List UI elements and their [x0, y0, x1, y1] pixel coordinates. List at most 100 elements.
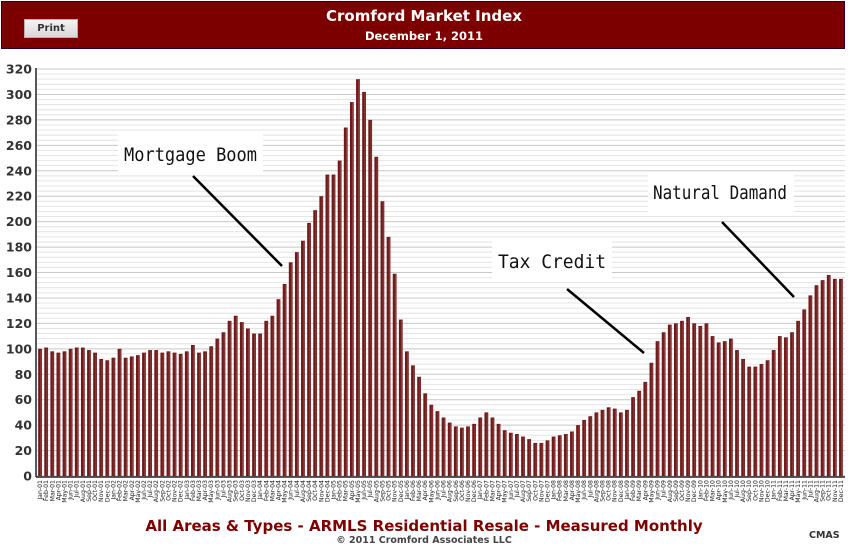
bar: [374, 156, 379, 476]
annotation: Mortgage Boom: [118, 132, 283, 267]
bar: [643, 381, 648, 476]
x-tick-label: Jun-03: [214, 480, 221, 501]
bar: [453, 426, 458, 476]
x-tick-label: Oct-07: [532, 480, 539, 501]
x-tick-label: Mar-02: [123, 480, 130, 501]
bar: [472, 423, 477, 476]
x-tick-label: Sep-05: [379, 480, 386, 502]
annotation: Natural Damand: [648, 172, 795, 298]
bar: [741, 358, 746, 476]
x-tick-label: Sep-07: [526, 480, 533, 502]
bar: [588, 416, 593, 476]
bar: [790, 332, 794, 476]
x-tick-label: Jun-05: [361, 480, 368, 501]
annotation-label: Natural Damand: [653, 182, 787, 204]
x-tick-label: Jan-06: [404, 480, 411, 501]
x-tick-label: Mar-04: [269, 480, 276, 501]
x-tick-label: Sep-06: [453, 480, 460, 502]
x-tick-label: May-03: [208, 480, 215, 503]
x-tick-label: Feb-02: [117, 480, 124, 501]
x-tick-label: Jan-04: [257, 480, 264, 501]
x-axis-ticks: Jan-01 Feb-01 Mar-01 Apr-01 May-01 Jun-01 Jul-…: [37, 480, 845, 503]
x-tick-label: Feb-04: [263, 480, 270, 501]
x-tick-label: Nov-06: [465, 480, 472, 502]
x-tick-label: Jul-04: [294, 480, 301, 499]
chart-title: Cromford Market Index: [326, 7, 522, 25]
bar: [771, 350, 776, 476]
x-tick-label: Apr-07: [496, 480, 503, 500]
bar: [673, 323, 678, 476]
x-tick-label: Oct-03: [239, 480, 246, 501]
x-tick-label: Sep-04: [306, 480, 313, 502]
bar: [563, 434, 568, 476]
x-tick-label: Aug-09: [667, 480, 674, 502]
x-tick-label: Dec-03: [251, 480, 258, 502]
bar: [698, 325, 703, 476]
bar: [233, 315, 238, 476]
bar: [802, 309, 807, 476]
x-tick-label: Jul-01: [74, 480, 81, 499]
x-tick-label: Apr-10: [716, 480, 723, 500]
x-tick-label: Jun-11: [801, 480, 808, 501]
x-tick-label: Apr-06: [422, 480, 429, 500]
bar: [349, 102, 354, 476]
bar: [142, 352, 146, 476]
x-tick-label: Oct-05: [386, 480, 393, 501]
x-tick-label: Nov-07: [538, 480, 545, 502]
x-tick-label: Oct-02: [165, 480, 172, 501]
x-tick-label: Jul-10: [734, 480, 741, 499]
bar: [441, 417, 446, 476]
x-tick-label: Aug-01: [80, 480, 87, 502]
x-tick-label: Apr-04: [275, 480, 282, 500]
bar: [796, 320, 801, 476]
y-tick-label: 160: [6, 265, 32, 280]
x-tick-label: Aug-11: [813, 480, 820, 502]
bar: [203, 351, 208, 476]
bar: [62, 351, 67, 476]
bar: [331, 174, 336, 477]
bar: [313, 210, 318, 476]
bar: [447, 422, 452, 476]
x-tick-label: Sep-10: [746, 480, 753, 502]
header-banner: Print Cromford Market Index December 1, …: [1, 1, 845, 49]
y-tick-label: 260: [6, 138, 32, 153]
x-tick-label: Dec-06: [471, 480, 478, 502]
x-tick-label: May-06: [428, 480, 435, 503]
bar: [478, 417, 483, 476]
bar: [680, 320, 684, 476]
x-tick-label: Apr-11: [789, 480, 796, 500]
annotation-pointer: [566, 288, 645, 354]
x-tick-label: May-11: [795, 480, 802, 503]
x-tick-label: Mar-03: [196, 480, 203, 501]
y-tick-label: 280: [6, 112, 32, 127]
x-tick-label: Oct-06: [459, 480, 466, 501]
x-tick-label: Nov-05: [392, 480, 399, 502]
bar: [527, 439, 532, 476]
x-tick-label: Aug-02: [153, 480, 160, 502]
x-tick-label: Jun-07: [508, 480, 515, 501]
bar: [716, 342, 721, 476]
x-tick-label: Sep-11: [820, 480, 827, 502]
x-tick-label: Jan-03: [184, 480, 191, 501]
x-tick-label: Apr-09: [642, 480, 649, 500]
x-tick-label: Jul-02: [147, 480, 154, 499]
annotation-pointer: [721, 221, 795, 298]
x-tick-label: Jun-09: [655, 480, 662, 501]
bar: [209, 346, 214, 476]
bar: [625, 409, 629, 476]
bar: [655, 341, 660, 476]
print-button[interactable]: Print: [24, 19, 78, 38]
x-tick-label: Aug-05: [373, 480, 380, 502]
bar: [38, 348, 42, 476]
x-tick-label: May-07: [502, 480, 509, 503]
x-tick-label: Dec-07: [544, 480, 551, 502]
x-tick-label: Oct-01: [92, 480, 99, 501]
x-tick-label: Mar-05: [343, 480, 350, 501]
x-tick-label: Apr-02: [129, 480, 136, 500]
x-tick-label: Jan-01: [37, 480, 44, 501]
bar: [759, 364, 764, 476]
x-tick-label: Jul-08: [587, 480, 594, 499]
y-tick-label: 20: [15, 443, 33, 458]
bar: [404, 351, 409, 476]
x-tick-label: Jan-10: [697, 480, 704, 501]
